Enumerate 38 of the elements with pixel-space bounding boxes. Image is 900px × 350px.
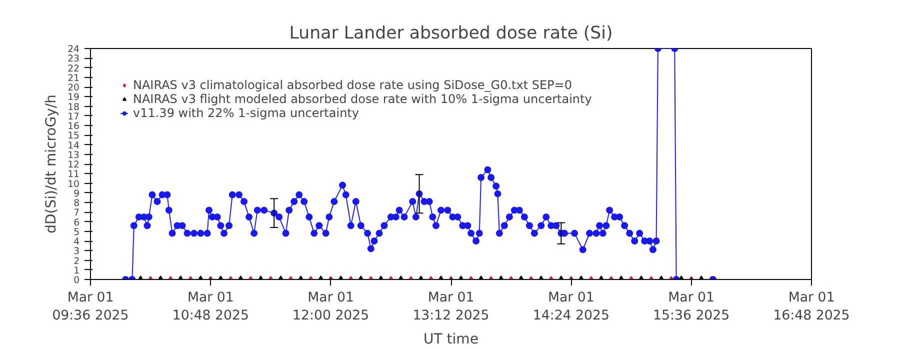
y-tick-label: 21 [68,72,80,84]
x-tick-label: Mar 01 16:48 2025 [773,290,850,324]
y-tick-label: 6 [74,217,80,228]
y-tick-label: 15 [68,130,80,142]
y-tick-label: 16 [68,121,80,132]
y-tick-label: 2 [74,256,80,267]
x-tick-label: Mar 01 12:00 2025 [292,290,370,324]
y-tick-label: 20 [68,82,80,94]
y-tick-label: 11 [68,169,80,180]
y-tick-label: 7 [74,208,80,219]
y-tick-label: 22 [68,63,80,74]
y-tick-label: 3 [74,246,80,258]
chart-title: Lunar Lander absorbed dose rate (Si) [289,24,613,44]
x-axis-title: UT time [424,332,478,348]
y-tick-label: 24 [68,44,80,55]
legend-label: NAIRAS v3 climatological absorbed dose rate using SiDose_G0.txt SEP=0 [133,78,572,92]
y-tick-label: 19 [68,92,80,104]
y-tick-label: 1 [74,265,80,276]
y-tick-label: 17 [68,111,80,122]
x-tick-label: Mar 01 13:12 2025 [412,290,490,324]
y-tick-label: 14 [68,140,80,152]
y-tick-label: 8 [74,198,80,209]
x-tick-label: Mar 01 10:48 2025 [172,290,249,324]
legend-label: NAIRAS v3 flight modeled absorbed dose rate with 10% 1-sigma uncertainty [133,92,592,106]
y-tick-label: 9 [74,188,80,200]
x-tick-label: Mar 01 14:24 2025 [532,290,610,324]
legend-label: v11.39 with 22% 1-sigma uncertainty [133,106,359,120]
x-tick-label: Mar 01 15:36 2025 [653,290,730,324]
y-tick-label: 5 [74,226,80,238]
x-tick-label: Mar 01 09:36 2025 [52,290,129,324]
y-axis-title: dD(Si)/dt microGy/h [44,94,60,234]
y-tick-label: 4 [74,236,80,248]
y-tick-label: 12 [68,160,80,170]
y-tick-label: 0 [74,275,80,286]
y-tick-label: 13 [68,150,80,161]
y-tick-label: 10 [68,178,80,190]
y-tick-label: 23 [68,54,80,65]
y-tick-label: 18 [68,102,80,113]
